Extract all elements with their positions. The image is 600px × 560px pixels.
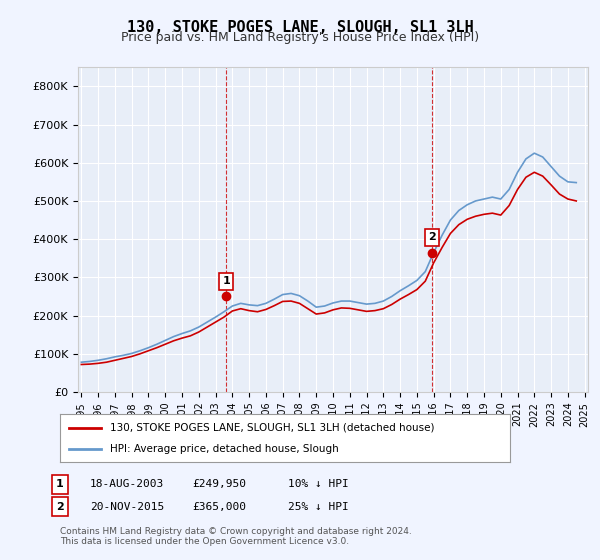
Text: Contains HM Land Registry data © Crown copyright and database right 2024.
This d: Contains HM Land Registry data © Crown c… [60, 526, 412, 546]
Text: 2: 2 [428, 232, 436, 242]
Text: 130, STOKE POGES LANE, SLOUGH, SL1 3LH (detached house): 130, STOKE POGES LANE, SLOUGH, SL1 3LH (… [110, 423, 434, 433]
Text: HPI: Average price, detached house, Slough: HPI: Average price, detached house, Slou… [110, 444, 338, 454]
Text: 18-AUG-2003: 18-AUG-2003 [90, 479, 164, 489]
Text: 10% ↓ HPI: 10% ↓ HPI [288, 479, 349, 489]
Text: 130, STOKE POGES LANE, SLOUGH, SL1 3LH: 130, STOKE POGES LANE, SLOUGH, SL1 3LH [127, 20, 473, 35]
Text: 1: 1 [222, 276, 230, 286]
Text: £365,000: £365,000 [192, 502, 246, 512]
Text: 2: 2 [56, 502, 64, 512]
Text: 25% ↓ HPI: 25% ↓ HPI [288, 502, 349, 512]
Text: 20-NOV-2015: 20-NOV-2015 [90, 502, 164, 512]
Text: Price paid vs. HM Land Registry's House Price Index (HPI): Price paid vs. HM Land Registry's House … [121, 31, 479, 44]
Text: £249,950: £249,950 [192, 479, 246, 489]
Text: 1: 1 [56, 479, 64, 489]
